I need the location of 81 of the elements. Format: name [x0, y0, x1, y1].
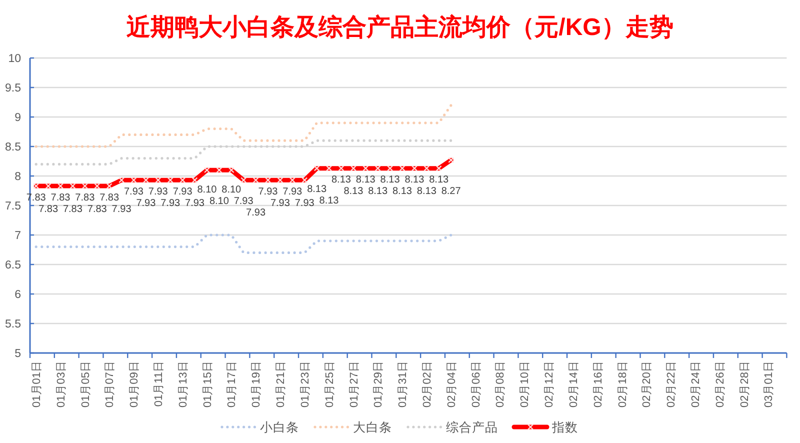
- value-label: 7.93: [282, 186, 302, 198]
- value-label: 8.13: [429, 174, 449, 186]
- value-label: 7.93: [294, 198, 314, 209]
- ytick-label: 6: [14, 289, 21, 301]
- value-label: 7.93: [136, 198, 156, 209]
- value-label: 7.83: [50, 192, 70, 204]
- xtick-label: 02月04日: [446, 361, 458, 408]
- xtick-label: 01月07日: [104, 361, 116, 408]
- value-label: 7.83: [62, 204, 82, 215]
- value-label: 8.13: [332, 174, 351, 186]
- value-label: 7.93: [160, 198, 180, 209]
- xtick-label: 02月28日: [738, 361, 751, 408]
- xtick-label: 02月06日: [470, 361, 482, 408]
- legend-label: 综合产品: [446, 420, 498, 434]
- value-label: 7.93: [270, 198, 290, 209]
- ytick-label: 10: [8, 53, 21, 65]
- value-label: 8.27: [441, 186, 461, 198]
- ytick-label: 8.5: [5, 142, 21, 154]
- value-label: 8.10: [209, 196, 229, 207]
- xtick-label: 01月23日: [299, 361, 312, 408]
- xtick-label: 01月17日: [226, 361, 238, 408]
- xtick-label: 02月14日: [568, 361, 580, 408]
- legend-label: 指数: [552, 420, 578, 434]
- value-label: 7.93: [148, 186, 168, 198]
- value-label: 7.83: [38, 204, 58, 215]
- value-label: 8.13: [344, 186, 364, 198]
- value-label: 7.93: [234, 196, 254, 207]
- value-label: 7.83: [75, 192, 95, 204]
- xtick-label: 01月27日: [348, 361, 360, 408]
- xtick-label: 01月05日: [80, 361, 92, 408]
- xtick-label: 02月20日: [641, 361, 654, 408]
- value-label: 8.13: [356, 174, 376, 186]
- value-label: 7.83: [100, 192, 120, 204]
- ytick-label: 9: [14, 112, 21, 124]
- value-label: 7.93: [124, 186, 144, 198]
- xtick-label: 01月03日: [55, 361, 68, 408]
- xtick-label: 01月25日: [324, 361, 336, 408]
- xtick-label: 02月02日: [422, 361, 434, 408]
- ytick-label: 7.5: [5, 200, 21, 212]
- ytick-label: 7: [14, 230, 21, 242]
- value-label: 8.10: [222, 184, 242, 196]
- xtick-label: 01月01日: [30, 361, 43, 408]
- value-label: 7.93: [172, 186, 192, 198]
- ytick-label: 8: [14, 171, 21, 183]
- title: 近期鸭大小白条及综合产品主流均价（元/KG）走势: [126, 14, 674, 41]
- xtick-label: 02月18日: [616, 361, 629, 408]
- value-label: 8.13: [307, 184, 327, 195]
- value-label: 8.13: [319, 196, 339, 206]
- value-label: 8.13: [404, 174, 424, 186]
- value-label: 8.10: [197, 184, 217, 196]
- xtick-label: 01月29日: [372, 361, 385, 408]
- xtick-label: 01月21日: [275, 361, 288, 408]
- value-label: 7.93: [258, 186, 278, 198]
- xtick-label: 03月01日: [763, 361, 776, 408]
- ytick-label: 5.5: [5, 318, 21, 330]
- value-label: 8.13: [392, 186, 412, 198]
- xtick-label: 02月10日: [519, 361, 532, 408]
- xtick-label: 01月09日: [128, 361, 141, 408]
- ytick-label: 9.5: [5, 82, 21, 94]
- value-label: 7.93: [246, 207, 266, 218]
- value-label: 7.93: [185, 198, 204, 209]
- xtick-label: 02月16日: [592, 361, 604, 408]
- xtick-label: 02月24日: [690, 361, 702, 408]
- xtick-label: 02月26日: [714, 361, 726, 408]
- value-label: 8.13: [416, 186, 436, 198]
- value-label: 7.93: [112, 204, 132, 215]
- xtick-label: 01月13日: [177, 361, 190, 408]
- ytick-label: 6.5: [5, 260, 21, 272]
- xtick-label: 02月22日: [666, 361, 678, 408]
- value-label: 8.13: [368, 186, 388, 198]
- legend-label: 大白条: [353, 420, 392, 434]
- xtick-label: 01月11日: [153, 361, 165, 407]
- xtick-label: 02月08日: [494, 361, 507, 408]
- xtick-label: 01月19日: [250, 361, 263, 408]
- value-label: 7.83: [87, 204, 107, 215]
- xtick-label: 02月12日: [544, 361, 556, 408]
- value-label: 8.13: [380, 174, 400, 186]
- legend-label: 小白条: [260, 420, 299, 434]
- ytick-label: 5: [14, 348, 21, 360]
- xtick-label: 01月31日: [397, 361, 410, 408]
- xtick-label: 01月15日: [202, 361, 214, 408]
